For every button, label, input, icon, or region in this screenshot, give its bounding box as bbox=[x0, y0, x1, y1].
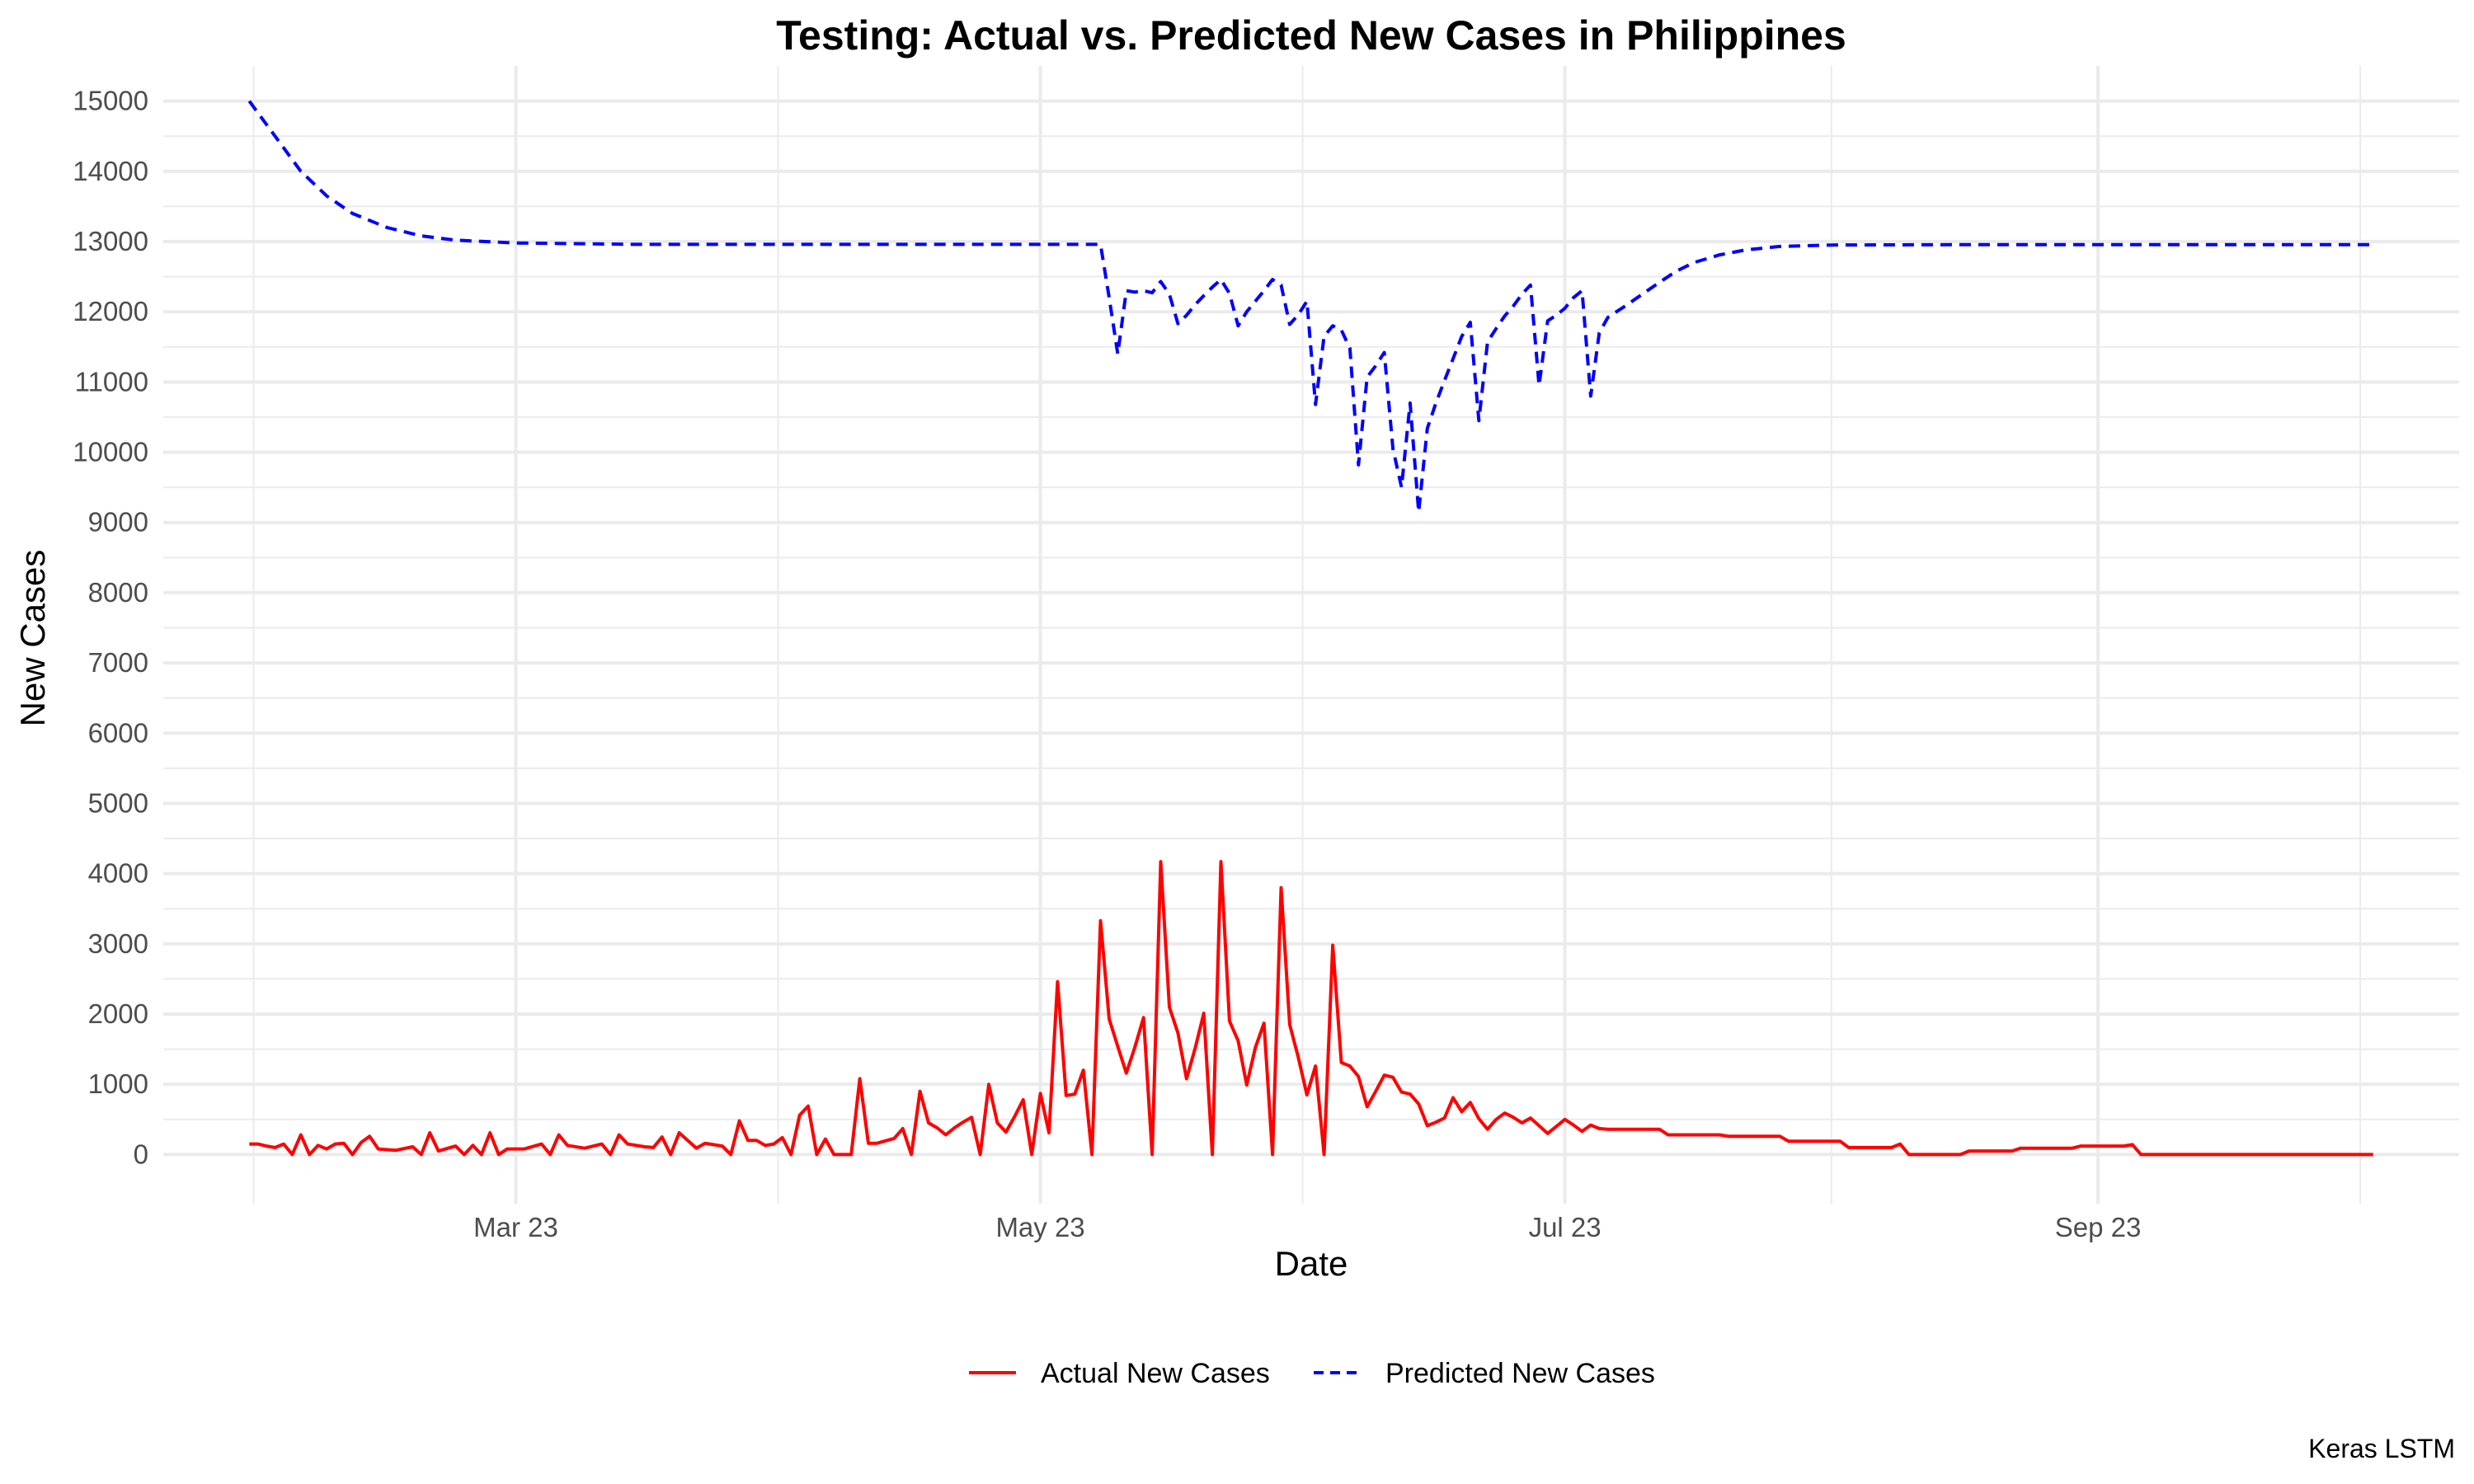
series-line-predicted bbox=[247, 100, 2373, 514]
series-line-actual bbox=[249, 860, 2373, 1157]
y-axis-tick-labels: 0 1000 2000 3000 4000 5000 6000 7000 8000 9000 100… bbox=[73, 86, 148, 1170]
x-tick-label: Jul 23 bbox=[1529, 1212, 1602, 1242]
y-tick-label: 0 bbox=[134, 1139, 148, 1169]
y-tick-label: 5000 bbox=[88, 787, 148, 818]
x-axis-tick-labels: Mar 23 May 23 Jul 23 Sep 23 bbox=[473, 1212, 2141, 1242]
x-axis-title: Date bbox=[1275, 1244, 1348, 1283]
grid bbox=[163, 66, 2459, 1204]
y-tick-label: 10000 bbox=[73, 437, 148, 467]
chart-title: Testing: Actual vs. Predicted New Cases … bbox=[776, 12, 1846, 59]
y-tick-label: 4000 bbox=[88, 858, 148, 889]
y-tick-label: 6000 bbox=[88, 717, 148, 748]
y-tick-label: 13000 bbox=[73, 226, 148, 256]
y-tick-label: 8000 bbox=[88, 577, 148, 608]
y-tick-label: 2000 bbox=[88, 998, 148, 1029]
legend: Actual New Cases Predicted New Cases bbox=[969, 1358, 1655, 1389]
y-tick-label: 9000 bbox=[88, 507, 148, 538]
y-tick-label: 11000 bbox=[75, 366, 148, 397]
y-tick-label: 12000 bbox=[73, 296, 148, 326]
x-tick-label: Mar 23 bbox=[473, 1212, 558, 1242]
y-tick-label: 1000 bbox=[88, 1068, 148, 1099]
chart-caption: Keras LSTM bbox=[2308, 1434, 2455, 1463]
y-tick-label: 7000 bbox=[88, 647, 148, 678]
legend-label-actual: Actual New Cases bbox=[1041, 1358, 1270, 1389]
y-tick-label: 14000 bbox=[73, 156, 148, 186]
x-tick-label: May 23 bbox=[995, 1212, 1084, 1242]
legend-item-actual: Actual New Cases bbox=[969, 1358, 1270, 1389]
legend-item-predicted: Predicted New Cases bbox=[1314, 1358, 1655, 1389]
y-tick-label: 15000 bbox=[73, 86, 148, 116]
y-tick-label: 3000 bbox=[88, 928, 148, 959]
legend-label-predicted: Predicted New Cases bbox=[1385, 1358, 1655, 1389]
series-layer bbox=[247, 100, 2373, 1157]
y-axis-title: New Cases bbox=[13, 550, 52, 727]
x-tick-label: Sep 23 bbox=[2055, 1212, 2142, 1242]
